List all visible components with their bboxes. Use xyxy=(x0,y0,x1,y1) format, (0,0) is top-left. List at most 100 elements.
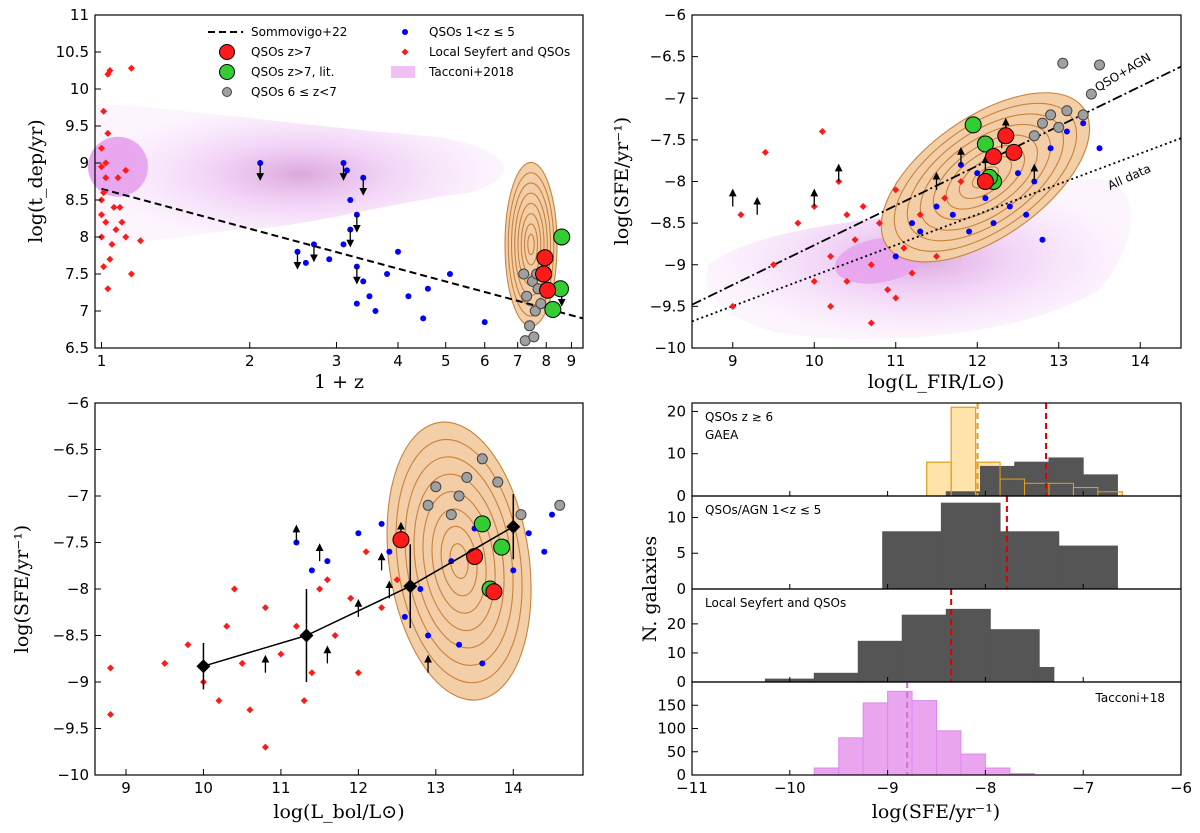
local-seyfert-point xyxy=(867,261,875,269)
tacconi-density xyxy=(95,103,505,245)
qso-6-7-point xyxy=(1057,57,1069,69)
local-seyfert-point xyxy=(102,218,110,226)
qso-1-5-point xyxy=(347,197,354,203)
qso-z7-point xyxy=(466,547,484,565)
qso-z7-point xyxy=(535,265,553,283)
legend-label: QSOs 6 ≤ z<7 xyxy=(251,85,337,99)
qso-1-5-point xyxy=(479,660,486,667)
legend-marker-diamond xyxy=(401,48,409,56)
panel-tdep-ytick-tick-label: 11 xyxy=(70,6,89,24)
panel-sfe-lbol-ytick-tick-label: −7.5 xyxy=(53,534,89,552)
legend-label: QSOs z>7, lit. xyxy=(251,65,334,79)
panel-hist-ylabel: N. galaxies xyxy=(639,536,661,642)
hist-sublabel: GAEA xyxy=(705,428,739,442)
local-seyfert-point xyxy=(98,233,106,241)
panel-sfe-lfir-xlabel: log(L_FIR/L⊙) xyxy=(868,371,1005,393)
hist-subpanel: 0 50 100 150 Tacconi+18 xyxy=(657,681,1182,784)
tacconi-core-level xyxy=(111,160,124,173)
panel-sfe-lfir-ytick-tick-label: −9 xyxy=(664,256,686,274)
hist-bar xyxy=(1058,545,1118,590)
fit-label-qso-agn: QSO+AGN xyxy=(1092,50,1153,94)
panel-sfe-lfir: 9 10 11 12 13 14 −10 −9.5 −9 −8.5 −8 −7.5 −7 −6.5 −6 l… xyxy=(611,6,1182,393)
panel-sfe-lfir-xtick-label: 12 xyxy=(968,352,987,370)
hist-subpanel: 0 10 20 QSOs z ≳ 6 GAEA xyxy=(667,402,1182,505)
panel-tdep-ytick-tick-label: 8.5 xyxy=(65,191,89,209)
panel-sfe-lfir-xtick-label: 13 xyxy=(1049,352,1068,370)
qso-6-7-point xyxy=(1036,117,1048,129)
hist-label: QSOs/AGN 1<z ≲ 5 xyxy=(705,503,821,517)
hist-label: Local Seyfert and QSOs xyxy=(705,596,846,610)
qso-6-7-point xyxy=(1028,130,1040,142)
local-seyfert-point xyxy=(110,203,118,211)
qso-1-5-point xyxy=(1015,170,1021,177)
hist-ytick-label: 0 xyxy=(676,487,686,505)
local-seyfert-point xyxy=(246,706,254,714)
panel-tdep-xtick-label: 2 xyxy=(245,352,255,370)
local-seyfert-point xyxy=(316,585,324,593)
panel-sfe-lfir-xtick-label: 14 xyxy=(1131,352,1150,370)
panel-sfe-lfir-xtick-label: 10 xyxy=(805,352,824,370)
local-seyfert-point xyxy=(127,270,135,278)
qso-1-5-point xyxy=(541,548,548,555)
local-seyfert-point xyxy=(875,219,883,227)
tacconi-core-level xyxy=(99,148,136,185)
legend-label: Sommovigo+22 xyxy=(251,25,347,39)
qso-1-5-point xyxy=(949,211,956,218)
qso-6-7-point xyxy=(476,453,488,465)
qso-1-5-point xyxy=(892,253,899,260)
panel-tdep-legend: Sommovigo+22 QSOs z>7 QSOs z>7, lit. QSOs 6… xyxy=(208,25,570,99)
qso-1-5-point xyxy=(384,271,391,277)
qso-1-5-point xyxy=(425,632,432,639)
local-seyfert-point xyxy=(161,659,169,667)
qso-z7-point xyxy=(976,173,994,190)
hist-ytick-label: 20 xyxy=(667,615,686,633)
qso-1-5-point xyxy=(525,530,532,537)
local-seyfert-point xyxy=(127,64,135,72)
legend-label: QSOs z>7 xyxy=(251,45,312,59)
qso-density-contour-level xyxy=(523,223,539,266)
local-seyfert-point xyxy=(843,277,851,285)
hist-bar xyxy=(960,753,986,776)
panel-sfe-lbol-xtick-label: 10 xyxy=(194,779,213,797)
local-seyfert-point xyxy=(98,211,106,219)
qso-6-7-point xyxy=(1053,121,1065,133)
qso-6-7-point xyxy=(1045,109,1057,121)
hist-bar xyxy=(838,737,864,776)
qso-1-5-point xyxy=(405,293,412,300)
panel-tdep-xtick-label: 9 xyxy=(567,352,577,370)
qso-1-5-point xyxy=(446,271,453,277)
local-seyfert-point xyxy=(116,203,124,211)
hist-bar xyxy=(857,640,903,683)
qso-z7-point xyxy=(485,583,503,601)
panel-sfe-lfir-ytick-tick-label: −9.5 xyxy=(650,297,686,315)
hist-bar xyxy=(887,690,913,776)
panel-tdep-xtick-label: 1 xyxy=(97,352,107,370)
legend-label: QSOs 1<z ≤ 5 xyxy=(429,25,515,39)
local-seyfert-point xyxy=(238,659,246,667)
local-seyfert-point xyxy=(323,576,331,584)
panel-tdep-xtick-label: 6 xyxy=(480,352,490,370)
panel-sfe-lbol-xtick-label: 14 xyxy=(504,779,523,797)
local-seyfert-point xyxy=(818,128,826,136)
hist-bar xyxy=(1048,457,1084,497)
local-seyfert-point xyxy=(843,211,851,219)
local-seyfert-point xyxy=(104,129,112,137)
local-seyfert-point xyxy=(916,211,924,219)
local-seyfert-point xyxy=(300,697,308,705)
hist-ytick-label: 0 xyxy=(676,673,686,691)
hist-bar xyxy=(911,700,937,776)
fit-label-all-data: All data xyxy=(1106,161,1153,192)
qso-1-5-point xyxy=(343,167,350,174)
local-seyfert-point xyxy=(908,269,916,277)
panel-sfe-lfir-ytick-tick-label: −6 xyxy=(664,6,686,24)
qso-6-7-point xyxy=(524,320,536,332)
qso-density-contour-level xyxy=(431,508,487,614)
qso-6-7-point xyxy=(492,476,504,488)
qso-6-7-point xyxy=(529,305,541,317)
panel-tdep-xtick-label: 7 xyxy=(513,352,523,370)
qso-1-5-point xyxy=(1080,120,1087,127)
qso-1-5-point xyxy=(386,548,393,555)
qso-1-5-point xyxy=(420,315,427,322)
legend-marker-patch xyxy=(391,66,415,78)
panel-tdep-ytick-tick-label: 7 xyxy=(79,302,89,320)
